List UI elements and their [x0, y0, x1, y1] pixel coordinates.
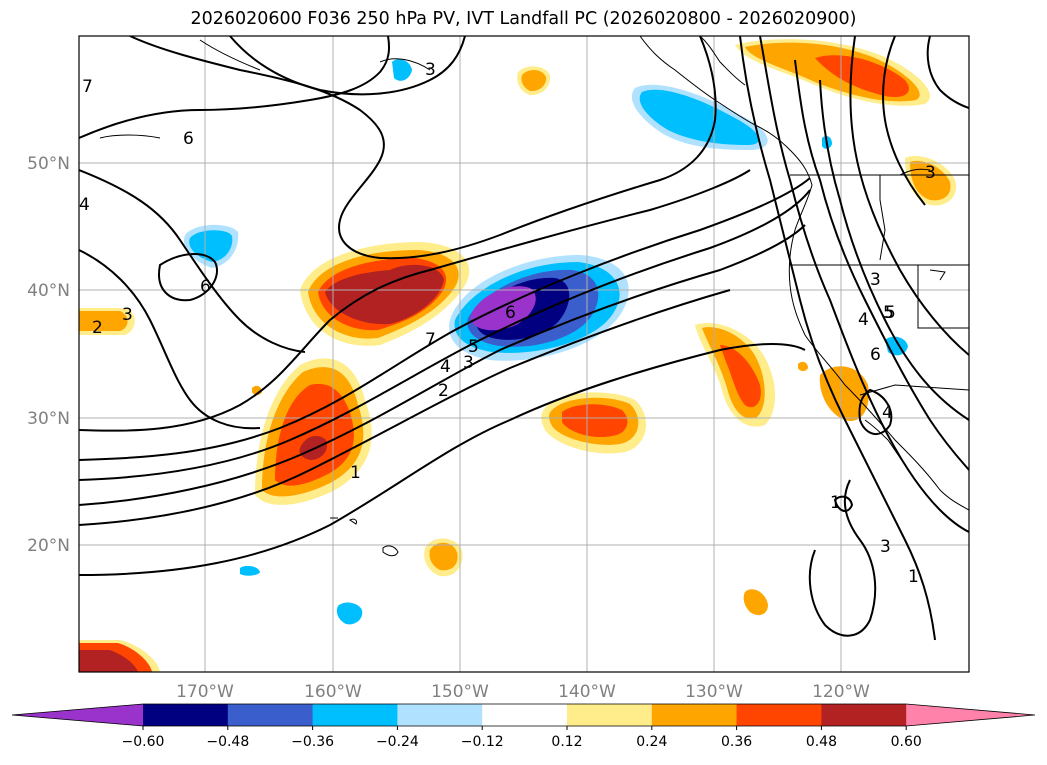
colorbar-tick-label: 0.12 [551, 734, 582, 750]
svg-text:6: 6 [183, 129, 194, 149]
svg-text:6: 6 [505, 303, 516, 323]
svg-text:30°N: 30°N [27, 409, 70, 429]
svg-text:140°W: 140°W [558, 682, 616, 702]
svg-text:3: 3 [425, 60, 436, 80]
map-title: 2026020600 F036 250 hPa PV, IVT Landfall… [190, 9, 857, 29]
latitude-labels: 50°N 40°N 30°N 20°N [27, 154, 70, 556]
svg-text:50°N: 50°N [27, 154, 70, 174]
colorbar-tick-label: −0.24 [376, 734, 419, 750]
svg-text:4: 4 [858, 310, 869, 330]
colorbar-tick-label: −0.36 [291, 734, 334, 750]
colorbar-segment [821, 704, 907, 726]
svg-text:6: 6 [870, 345, 881, 365]
colorbar: −0.60 −0.48 −0.36 −0.24 −0.12 0.12 0.24 0.36 0.4… [11, 703, 1036, 750]
longitude-labels: 170°W 160°W 150°W 140°W 130°W 120°W [176, 682, 870, 702]
map-frame [78, 35, 970, 673]
svg-text:4: 4 [79, 195, 90, 215]
svg-text:1: 1 [350, 463, 361, 483]
svg-text:4: 4 [440, 357, 451, 377]
colorbar-segment [397, 704, 483, 726]
colorbar-tick-label: −0.12 [461, 734, 504, 750]
colorbar-tick-label: 0.36 [721, 734, 752, 750]
svg-text:3: 3 [463, 353, 474, 373]
svg-text:2: 2 [438, 381, 449, 401]
colorbar-tick-label: −0.60 [122, 734, 165, 750]
svg-text:3: 3 [925, 163, 936, 183]
svg-text:6: 6 [200, 277, 211, 297]
colorbar-extend-high [906, 704, 1035, 726]
svg-text:1: 1 [908, 567, 919, 587]
svg-text:150°W: 150°W [431, 682, 489, 702]
svg-text:7: 7 [425, 330, 436, 350]
colorbar-segment [651, 704, 738, 726]
colorbar-segment [567, 704, 653, 726]
colorbar-tick-label: 0.60 [891, 734, 922, 750]
colorbar-tick-label: 0.24 [636, 734, 667, 750]
svg-text:130°W: 130°W [685, 682, 743, 702]
colorbar-extend-low [12, 704, 143, 726]
svg-text:40°N: 40°N [27, 281, 70, 301]
colorbar-tick-label: −0.48 [206, 734, 249, 750]
colorbar-segment [143, 704, 229, 726]
svg-text:7: 7 [82, 77, 93, 97]
colorbar-segment [312, 704, 398, 726]
svg-text:3: 3 [122, 305, 133, 325]
graticule [79, 36, 969, 672]
svg-text:170°W: 170°W [176, 682, 234, 702]
svg-text:2: 2 [92, 318, 103, 338]
svg-text:4: 4 [882, 403, 893, 423]
svg-text:3: 3 [870, 270, 881, 290]
svg-text:5: 5 [468, 337, 479, 357]
colorbar-segment [482, 704, 568, 726]
colorbar-segment [736, 704, 822, 726]
colorbar-tick-label: 0.48 [806, 734, 837, 750]
svg-text:20°N: 20°N [27, 536, 70, 556]
pv-contours [79, 36, 969, 641]
svg-text:160°W: 160°W [304, 682, 362, 702]
pv-contour-labels: 7 6 6 4 6 2 3 7 5 4 3 2 1 3 4 5 6 4 1 3 … [79, 60, 936, 587]
svg-text:3: 3 [880, 537, 891, 557]
svg-text:5: 5 [883, 303, 894, 323]
svg-text:120°W: 120°W [812, 682, 870, 702]
svg-text:1: 1 [830, 493, 841, 513]
svg-text:5: 5 [885, 303, 896, 323]
colorbar-segment [227, 704, 314, 726]
